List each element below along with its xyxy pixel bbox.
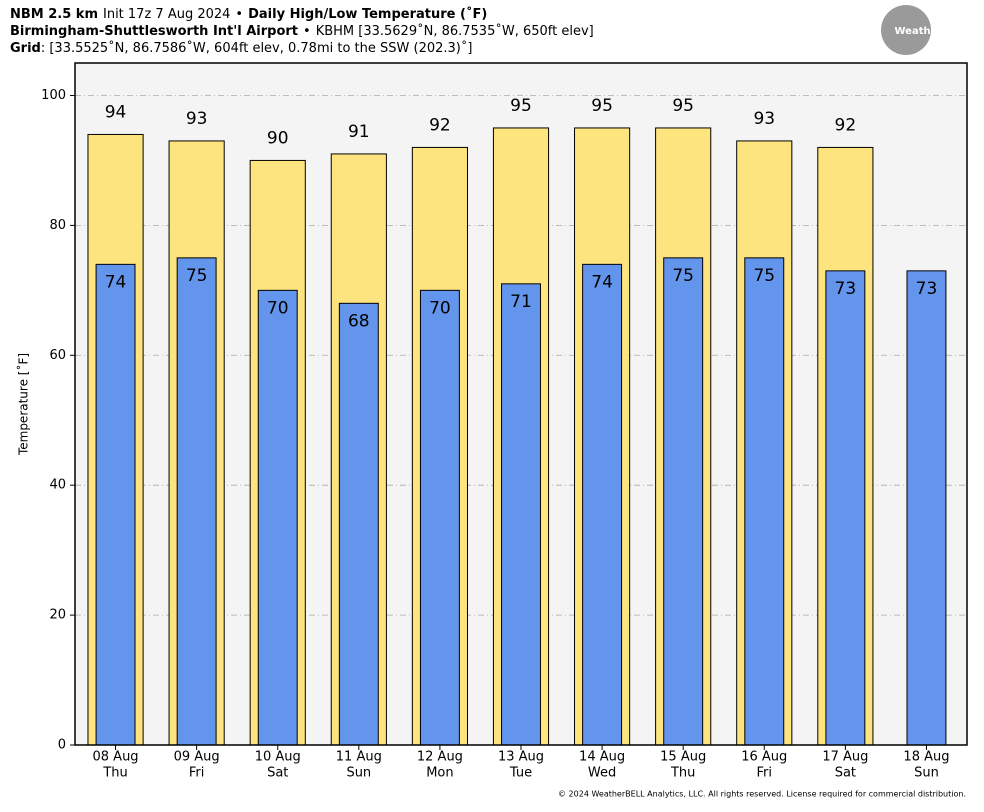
header-segment: : [33.5525˚N, 86.7586˚W, 604ft elev, 0.7… — [41, 40, 473, 56]
plot-frame — [74, 62, 968, 746]
header-segment: Init 17z 7 Aug 2024 — [103, 7, 230, 22]
bar — [582, 263, 623, 746]
value-label: 95 — [591, 96, 613, 116]
bar — [257, 289, 298, 746]
y-tick-label: 80 — [49, 218, 66, 233]
header-line: Birmingham-Shuttlesworth Int'l Airport • K… — [10, 23, 594, 39]
bar — [906, 270, 947, 746]
header-segment: Daily High/Low Temperature (˚F) — [248, 6, 487, 22]
value-label: 74 — [105, 272, 127, 292]
x-tick-weekday: Thu — [670, 766, 695, 781]
value-label: 91 — [348, 122, 370, 142]
x-tick-weekday: Fri — [189, 766, 205, 781]
x-tick-weekday: Mon — [426, 766, 453, 781]
value-label: 74 — [591, 272, 613, 292]
x-tick-label: 17 Aug — [822, 750, 868, 765]
x-tick-label: 08 Aug — [93, 750, 139, 765]
x-tick-weekday: Sat — [267, 766, 288, 781]
bar — [176, 257, 217, 746]
y-tick-label: 0 — [58, 738, 66, 753]
value-label: 68 — [348, 311, 370, 331]
value-label: 95 — [672, 96, 694, 116]
value-label: 71 — [510, 292, 532, 312]
bar — [501, 283, 541, 746]
x-tick-label: 15 Aug — [660, 750, 706, 765]
x-tick-weekday: Sat — [835, 766, 856, 781]
logo-text: WeatherBELL — [894, 26, 970, 37]
x-tick-weekday: Sun — [346, 766, 371, 781]
bar — [825, 270, 866, 746]
value-label: 75 — [672, 266, 694, 286]
y-tick-label: 20 — [49, 608, 66, 623]
x-tick-label: 09 Aug — [174, 750, 220, 765]
x-tick-weekday: Sun — [914, 766, 939, 781]
y-tick-label: 40 — [49, 478, 66, 493]
value-label: 94 — [105, 102, 127, 122]
y-tick-label: 100 — [41, 88, 66, 103]
logo: WeatherBELL — [881, 5, 970, 55]
x-tick-label: 14 Aug — [579, 750, 625, 765]
value-label: 93 — [186, 109, 208, 129]
x-tick-label: 18 Aug — [903, 750, 949, 765]
value-label: 73 — [835, 279, 857, 299]
value-label: 92 — [429, 115, 451, 135]
x-tick-label: 10 Aug — [255, 750, 301, 765]
header-segment: • — [303, 24, 311, 39]
value-label: 75 — [753, 266, 775, 286]
logo-circle — [881, 5, 931, 55]
x-tick-weekday: Thu — [102, 766, 127, 781]
bar — [419, 289, 460, 746]
header-segment: NBM 2.5 km — [10, 7, 98, 22]
header-segment: • — [235, 7, 243, 22]
bar — [663, 257, 704, 746]
bar — [95, 263, 136, 746]
value-label: 70 — [429, 298, 451, 318]
footer: © 2024 WeatherBELL Analytics, LLC. All r… — [558, 790, 966, 799]
x-tick-label: 13 Aug — [498, 750, 544, 765]
x-tick-weekday: Tue — [509, 766, 532, 781]
value-label: 70 — [267, 298, 289, 318]
x-tick-label: 16 Aug — [741, 750, 787, 765]
header-segment: Birmingham-Shuttlesworth Int'l Airport — [10, 24, 298, 39]
value-label: 95 — [510, 96, 532, 116]
x-tick-label: 11 Aug — [336, 750, 382, 765]
header-segment: KBHM [33.5629˚N, 86.7535˚W, 650ft elev] — [316, 23, 594, 39]
value-label: 90 — [267, 128, 289, 148]
y-tick-label: 60 — [49, 348, 66, 363]
header-segment: Grid — [10, 41, 41, 56]
header-line: Grid: [33.5525˚N, 86.7586˚W, 604ft elev,… — [10, 40, 472, 56]
bar — [338, 302, 379, 746]
value-label: 93 — [753, 109, 775, 129]
value-label: 92 — [835, 115, 857, 135]
bar — [744, 257, 785, 746]
y-axis-label: Temperature [˚F] — [16, 353, 31, 456]
value-label: 75 — [186, 266, 208, 286]
x-tick-weekday: Wed — [588, 766, 616, 781]
value-label: 73 — [916, 279, 938, 299]
header-line: NBM 2.5 km Init 17z 7 Aug 2024 • Daily High… — [10, 6, 487, 22]
x-tick-label: 12 Aug — [417, 750, 463, 765]
x-tick-weekday: Fri — [757, 766, 773, 781]
